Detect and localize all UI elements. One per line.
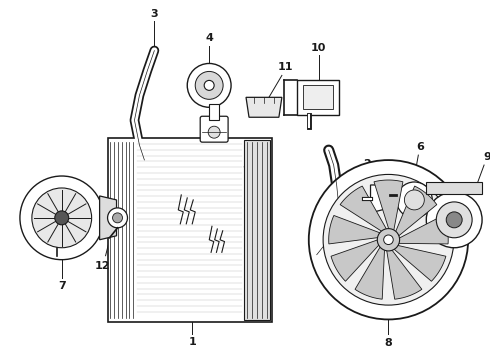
Polygon shape (246, 97, 282, 117)
Text: 10: 10 (311, 42, 326, 53)
Text: 12: 12 (95, 261, 110, 271)
Text: 1: 1 (188, 337, 196, 347)
Circle shape (195, 71, 223, 99)
Polygon shape (395, 186, 437, 237)
Bar (108, 138, 272, 323)
Circle shape (32, 188, 92, 248)
Polygon shape (331, 239, 380, 281)
Bar (209, 104, 219, 120)
Bar (297, 80, 339, 115)
Polygon shape (355, 246, 385, 299)
Circle shape (55, 211, 69, 225)
Text: 11: 11 (278, 62, 294, 72)
Circle shape (396, 182, 432, 218)
Circle shape (426, 192, 482, 248)
Circle shape (384, 235, 393, 244)
Bar (426, 182, 482, 194)
Circle shape (404, 190, 424, 210)
Circle shape (204, 80, 214, 90)
Text: 9: 9 (483, 152, 490, 162)
Text: 4: 4 (205, 32, 213, 42)
Polygon shape (397, 215, 448, 244)
Circle shape (323, 175, 454, 305)
Polygon shape (393, 245, 446, 281)
Circle shape (113, 213, 122, 223)
Circle shape (208, 126, 220, 138)
Polygon shape (329, 215, 381, 244)
Circle shape (377, 229, 400, 251)
Polygon shape (99, 196, 117, 240)
Bar (244, 140, 270, 320)
Text: 6: 6 (416, 142, 424, 152)
Polygon shape (340, 186, 387, 232)
Circle shape (309, 160, 468, 319)
Text: 3: 3 (150, 9, 158, 19)
Text: 5: 5 (242, 160, 250, 170)
FancyBboxPatch shape (200, 116, 228, 142)
Text: 2: 2 (363, 159, 370, 169)
Text: 7: 7 (58, 280, 66, 291)
Circle shape (20, 176, 103, 260)
Circle shape (436, 202, 472, 238)
Polygon shape (370, 185, 393, 213)
Circle shape (187, 63, 231, 107)
Bar (303, 85, 333, 109)
Polygon shape (374, 180, 403, 231)
Circle shape (446, 212, 462, 228)
Text: 8: 8 (385, 338, 392, 348)
Circle shape (108, 208, 127, 228)
Polygon shape (387, 249, 422, 299)
